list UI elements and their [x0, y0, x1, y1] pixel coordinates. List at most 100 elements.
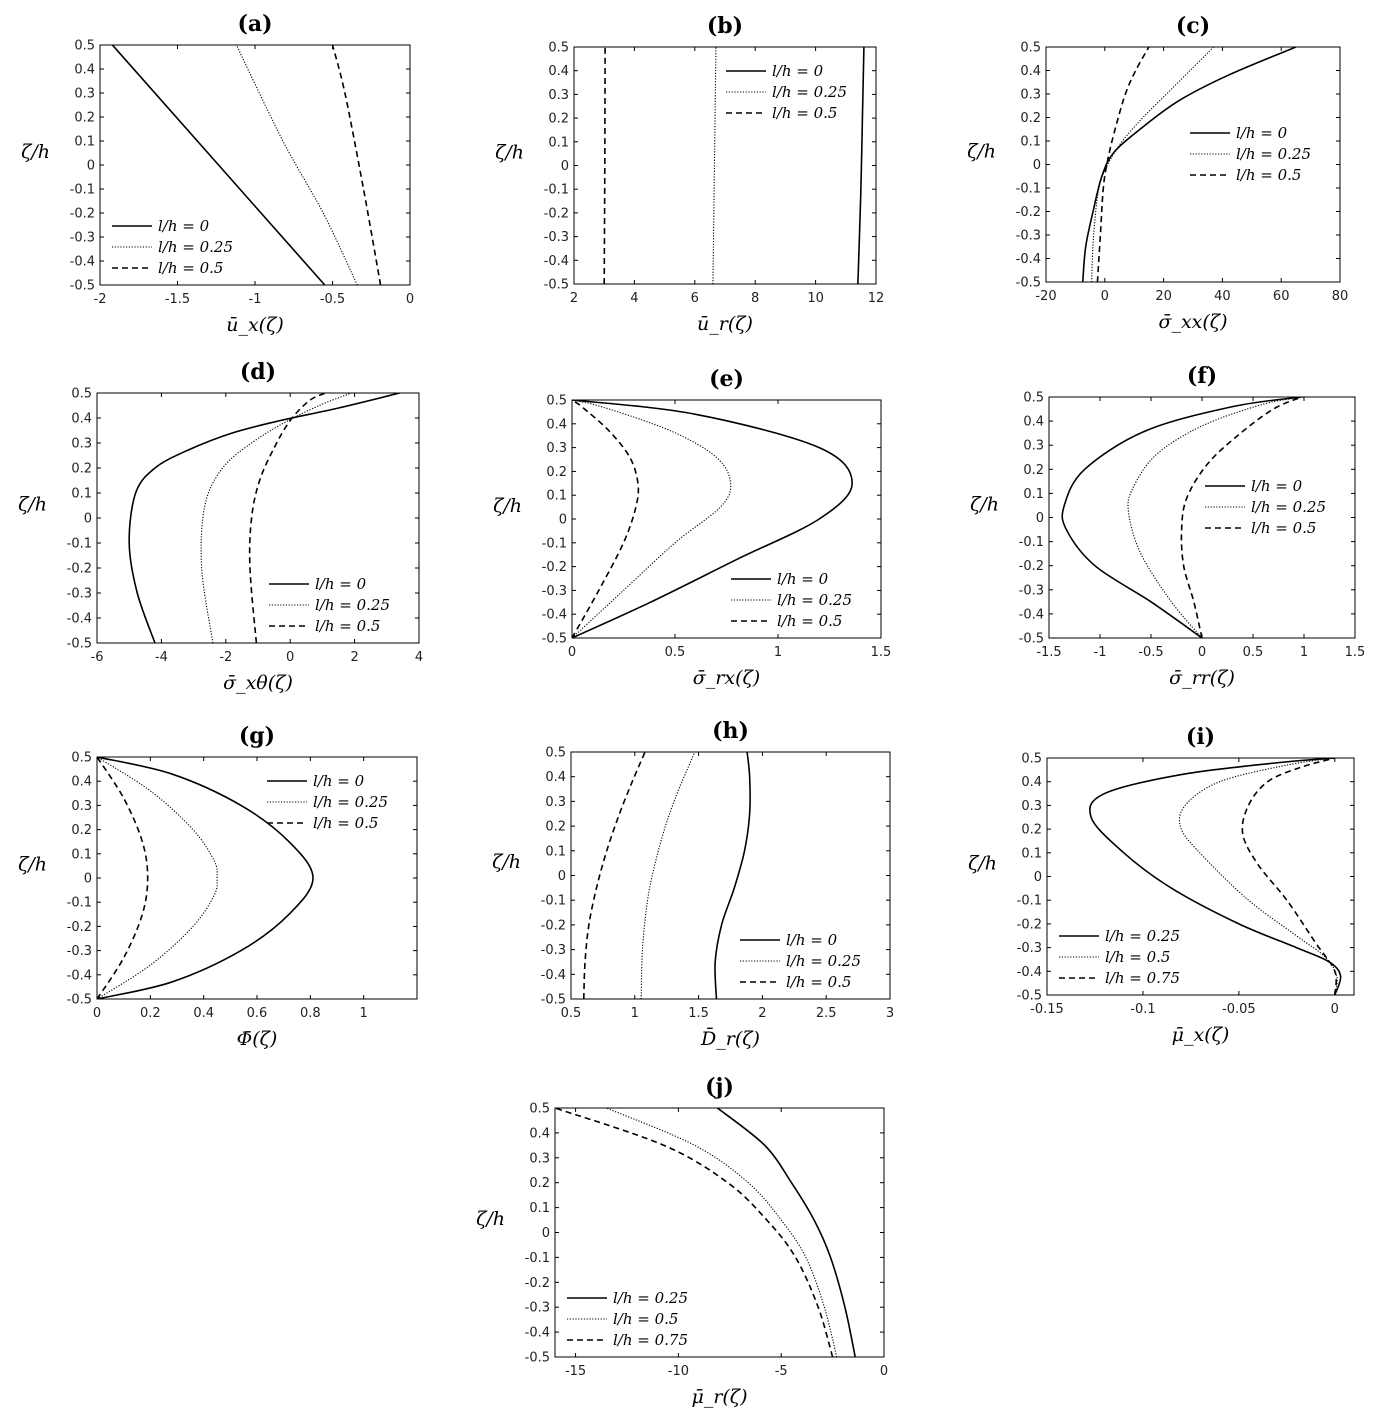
y-tick-label: 0.1: [546, 489, 567, 504]
y-tick-label: 0.5: [548, 41, 569, 56]
y-tick-label: -0.4: [544, 254, 569, 269]
y-tick-label: 0.5: [74, 39, 95, 54]
y-tick-label: 0.2: [74, 111, 95, 126]
y-axis-label: ζ/h: [21, 141, 50, 163]
y-tick-label: 0.2: [1023, 463, 1044, 478]
legend: l/h = 0 l/h = 0.25 l/h = 0.5: [1190, 124, 1311, 184]
y-tick-label: 0.1: [545, 844, 566, 859]
x-tick-label: -1.5: [1036, 645, 1061, 660]
x-tick-label: -0.1: [1130, 1002, 1155, 1017]
legend-entry: l/h = 0.25: [158, 238, 233, 256]
x-axis-label: μ̄_x(ζ): [1172, 1024, 1230, 1046]
series-line-2: [1180, 397, 1303, 638]
x-tick-label: 12: [868, 291, 885, 306]
x-tick-label: -6: [91, 650, 104, 665]
series-line-1: [640, 752, 696, 999]
legend-entry: l/h = 0.5: [313, 814, 378, 832]
legend: l/h = 0 l/h = 0.25 l/h = 0.5: [269, 575, 390, 635]
y-tick-label: 0.5: [545, 746, 566, 761]
y-tick-label: 0.4: [546, 417, 567, 432]
y-tick-label: -0.4: [67, 968, 92, 983]
y-tick-label: -0.3: [541, 943, 566, 958]
y-axis-label: ζ/h: [967, 140, 996, 162]
legend: l/h = 0 l/h = 0.25 l/h = 0.5: [112, 217, 233, 277]
y-tick-label: 0.3: [74, 87, 95, 102]
x-tick-label: 0: [1331, 1002, 1339, 1017]
x-tick-label: -4: [155, 650, 168, 665]
panel-label: (e): [709, 366, 744, 392]
x-tick-label: -20: [1035, 289, 1056, 304]
y-tick-label: 0.2: [71, 462, 92, 477]
series-line-2: [1241, 758, 1338, 995]
series-line-1: [1178, 758, 1338, 995]
y-tick-label: -0.2: [67, 562, 92, 577]
legend-entry: l/h = 0: [777, 570, 829, 588]
y-tick-label: 0.2: [1020, 111, 1041, 126]
y-tick-label: 0.1: [71, 487, 92, 502]
x-axis-label: ū_x(ζ): [226, 314, 284, 336]
series-line-1: [572, 400, 732, 638]
y-tick-label: 0.1: [1023, 487, 1044, 502]
y-tick-label: -0.5: [1019, 632, 1044, 647]
series-line-1: [1127, 397, 1305, 638]
y-tick-label: -0.5: [541, 993, 566, 1008]
panel-label: (f): [1187, 363, 1217, 389]
legend-entry: l/h = 0.25: [613, 1289, 688, 1307]
y-tick-label: 0.2: [545, 820, 566, 835]
legend-entry: l/h = 0: [772, 62, 824, 80]
x-tick-label: 60: [1273, 289, 1290, 304]
panel-label: (b): [707, 13, 743, 39]
y-tick-label: -0.2: [542, 560, 567, 575]
y-tick-label: -0.3: [1019, 583, 1044, 598]
legend: l/h = 0 l/h = 0.25 l/h = 0.5: [726, 62, 847, 122]
legend-entry: l/h = 0: [313, 772, 365, 790]
x-axis-label: σ̄_xx(ζ): [1158, 311, 1227, 333]
y-axis-label: ζ/h: [18, 494, 47, 516]
y-tick-label: 0.4: [71, 775, 92, 790]
x-tick-label: 1.5: [688, 1006, 709, 1021]
y-tick-label: -0.1: [1017, 894, 1042, 909]
x-tick-label: -2: [94, 292, 107, 307]
y-tick-label: -0.1: [1016, 182, 1041, 197]
y-tick-label: 0: [84, 872, 92, 887]
y-tick-label: 0.4: [71, 412, 92, 427]
x-tick-label: -2: [219, 650, 232, 665]
y-tick-label: 0.4: [1021, 775, 1042, 790]
x-tick-label: 0: [568, 645, 576, 660]
chart-panel-b: (b) -0.5 -0.4 -0.3 -0.2 -0.1 0 0.1 0.2 0.3 0.4 0.5 2…: [495, 13, 884, 335]
series-line-1: [97, 757, 218, 999]
y-tick-label: -0.1: [1019, 535, 1044, 550]
x-tick-label: 0.5: [1243, 645, 1264, 660]
y-tick-label: 0.1: [1021, 846, 1042, 861]
x-tick-label: 2.5: [816, 1006, 837, 1021]
y-tick-label: -0.2: [70, 207, 95, 222]
y-tick-label: -0.4: [67, 612, 92, 627]
y-tick-label: 0.2: [548, 112, 569, 127]
y-tick-label: -0.2: [525, 1276, 550, 1291]
x-tick-label: 0.2: [140, 1006, 161, 1021]
legend: l/h = 0 l/h = 0.25 l/h = 0.5: [740, 931, 861, 991]
legend-entry: l/h = 0.5: [1105, 948, 1170, 966]
series-line-0: [1061, 397, 1302, 638]
panel-label: (j): [705, 1074, 734, 1100]
legend: l/h = 0 l/h = 0.25 l/h = 0.5: [731, 570, 852, 630]
panel-label: (c): [1176, 13, 1210, 39]
y-axis-label: ζ/h: [970, 493, 999, 515]
series-line-0: [97, 757, 314, 999]
x-tick-label: 4: [630, 291, 638, 306]
y-axis-label: ζ/h: [492, 851, 521, 873]
legend: l/h = 0.25 l/h = 0.5 l/h = 0.75: [567, 1289, 688, 1349]
series-line-2: [97, 757, 149, 999]
x-tick-label: 10: [807, 291, 824, 306]
series-line-0: [1081, 47, 1297, 282]
y-tick-label: -0.5: [1016, 276, 1041, 291]
y-tick-label: -0.5: [544, 278, 569, 293]
y-tick-label: 0: [559, 513, 567, 528]
y-tick-label: 0.1: [529, 1201, 550, 1216]
y-tick-label: -0.4: [542, 608, 567, 623]
y-tick-label: -0.5: [67, 993, 92, 1008]
y-tick-label: -0.1: [541, 894, 566, 909]
y-tick-label: 0: [1033, 158, 1041, 173]
x-tick-label: 80: [1332, 289, 1349, 304]
x-tick-label: 0: [406, 292, 414, 307]
